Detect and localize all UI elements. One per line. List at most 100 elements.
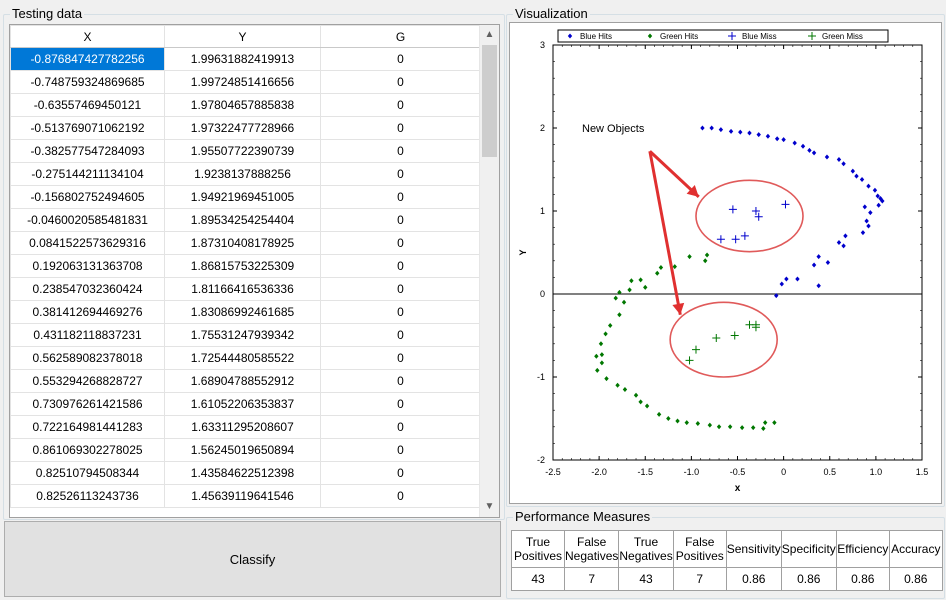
table-cell[interactable]: 0 — [320, 461, 481, 485]
table-cell[interactable]: 0 — [320, 139, 481, 163]
table-cell[interactable]: 1.89534254254404 — [164, 208, 321, 232]
performance-value: 43 — [618, 567, 674, 591]
table-cell[interactable]: -0.382577547284093 — [10, 139, 165, 163]
table-cell[interactable]: 0.730976261421586 — [10, 392, 165, 416]
table-row[interactable]: 0.0841522573629316 1.87310408178925 0 — [10, 231, 481, 255]
table-cell[interactable]: 1.99631882419913 — [164, 47, 321, 71]
blue-hits-point — [816, 283, 821, 289]
table-row[interactable]: -0.275144211134104 1.9238137888256 0 — [10, 162, 481, 186]
table-row[interactable]: -0.748759324869685 1.99724851416656 0 — [10, 70, 481, 94]
green-hits-point — [638, 277, 643, 283]
table-row[interactable]: 0.730976261421586 1.61052206353837 0 — [10, 392, 481, 416]
table-row[interactable]: 0.553294268828727 1.68904788552912 0 — [10, 369, 481, 393]
table-cell[interactable]: 0.431182118837231 — [10, 323, 165, 347]
table-cell[interactable]: 0.192063131363708 — [10, 254, 165, 278]
green-hits-point — [739, 425, 745, 431]
table-row[interactable]: 0.238547032360424 1.81166416536336 0 — [10, 277, 481, 301]
table-cell[interactable]: 1.68904788552912 — [164, 369, 321, 393]
table-row[interactable]: 0.381412694469276 1.83086992461685 0 — [10, 300, 481, 324]
table-cell[interactable]: 0 — [320, 346, 481, 370]
column-header-g[interactable]: G — [320, 25, 481, 48]
table-cell[interactable]: 1.45639119641546 — [164, 484, 321, 508]
table-cell[interactable]: 1.56245019650894 — [164, 438, 321, 462]
table-row[interactable]: -0.513769071062192 1.97322477728966 0 — [10, 116, 481, 140]
table-row[interactable]: -0.876847427782256 1.99631882419913 0 — [10, 47, 481, 71]
table-cell[interactable]: 1.86815753225309 — [164, 254, 321, 278]
table-row[interactable]: -0.0460020585481831 1.89534254254404 0 — [10, 208, 481, 232]
table-cell[interactable]: 1.87310408178925 — [164, 231, 321, 255]
table-cell[interactable]: 0 — [320, 70, 481, 94]
table-cell[interactable]: 1.72544480585522 — [164, 346, 321, 370]
table-cell[interactable]: 0 — [320, 369, 481, 393]
table-cell[interactable]: 0.861069302278025 — [10, 438, 165, 462]
table-cell[interactable]: 1.97322477728966 — [164, 116, 321, 140]
table-cell[interactable]: -0.63557469450121 — [10, 93, 165, 117]
table-cell[interactable]: 1.75531247939342 — [164, 323, 321, 347]
scroll-down-icon[interactable]: ▼ — [484, 501, 495, 512]
green-hits-point — [675, 418, 680, 424]
table-cell[interactable]: 0.0841522573629316 — [10, 231, 165, 255]
table-cell[interactable]: 1.81166416536336 — [164, 277, 321, 301]
table-cell[interactable]: 0.381412694469276 — [10, 300, 165, 324]
table-cell[interactable]: 0.722164981441283 — [10, 415, 165, 439]
table-cell[interactable]: 1.94921969451005 — [164, 185, 321, 209]
table-cell[interactable]: 0 — [320, 484, 481, 508]
table-row[interactable]: 0.431182118837231 1.75531247939342 0 — [10, 323, 481, 347]
table-cell[interactable]: 1.63311295208607 — [164, 415, 321, 439]
table-row[interactable]: 0.562589082378018 1.72544480585522 0 — [10, 346, 481, 370]
scrollbar-thumb[interactable] — [482, 45, 497, 157]
table-cell[interactable]: 1.97804657885838 — [164, 93, 321, 117]
column-header-x[interactable]: X — [10, 25, 165, 48]
blue-miss-point — [731, 235, 740, 244]
blue-hits-point — [779, 281, 784, 287]
table-row[interactable]: -0.156802752494605 1.94921969451005 0 — [10, 185, 481, 209]
table-row[interactable]: -0.382577547284093 1.95507722390739 0 — [10, 139, 481, 163]
table-cell[interactable]: 0 — [320, 93, 481, 117]
table-cell[interactable]: 1.99724851416656 — [164, 70, 321, 94]
table-cell[interactable]: 0 — [320, 438, 481, 462]
table-row[interactable]: 0.82510794508344 1.43584622512398 0 — [10, 461, 481, 485]
table-cell[interactable]: 0 — [320, 162, 481, 186]
column-header-y[interactable]: Y — [164, 25, 321, 48]
table-cell[interactable]: -0.513769071062192 — [10, 116, 165, 140]
table-row[interactable]: 0.82526113243736 1.45639119641546 0 — [10, 484, 481, 508]
table-cell[interactable]: 0.82526113243736 — [10, 484, 165, 508]
table-cell[interactable]: 1.43584622512398 — [164, 461, 321, 485]
table-cell[interactable]: 0.553294268828727 — [10, 369, 165, 393]
table-cell[interactable]: 0.82510794508344 — [10, 461, 165, 485]
table-cell[interactable]: 0 — [320, 231, 481, 255]
table-cell[interactable]: 0 — [320, 277, 481, 301]
classify-button[interactable]: Classify — [4, 521, 501, 597]
table-cell[interactable]: 0 — [320, 208, 481, 232]
table-cell[interactable]: 1.61052206353837 — [164, 392, 321, 416]
table-cell[interactable]: -0.748759324869685 — [10, 70, 165, 94]
table-cell[interactable]: 0 — [320, 300, 481, 324]
green-hits-point — [704, 252, 710, 258]
table-cell[interactable]: 1.9238137888256 — [164, 162, 321, 186]
table-cell[interactable]: -0.876847427782256 — [10, 47, 165, 71]
table-cell[interactable]: 0 — [320, 116, 481, 140]
table-row[interactable]: 0.722164981441283 1.63311295208607 0 — [10, 415, 481, 439]
green-hits-point — [644, 403, 650, 409]
table-cell[interactable]: 0 — [320, 415, 481, 439]
table-row[interactable]: 0.192063131363708 1.86815753225309 0 — [10, 254, 481, 278]
vertical-scrollbar[interactable]: ▲ ▼ — [479, 25, 499, 517]
table-cell[interactable]: -0.275144211134104 — [10, 162, 165, 186]
blue-hits-point — [862, 204, 868, 210]
table-cell[interactable]: 0 — [320, 323, 481, 347]
table-cell[interactable]: 1.83086992461685 — [164, 300, 321, 324]
table-cell[interactable]: -0.156802752494605 — [10, 185, 165, 209]
table-cell[interactable]: 0.562589082378018 — [10, 346, 165, 370]
table-cell[interactable]: 0 — [320, 47, 481, 71]
table-cell[interactable]: 0.238547032360424 — [10, 277, 165, 301]
table-cell[interactable]: -0.0460020585481831 — [10, 208, 165, 232]
table-row[interactable]: 0.861069302278025 1.56245019650894 0 — [10, 438, 481, 462]
scroll-up-icon[interactable]: ▲ — [484, 29, 495, 40]
table-cell[interactable]: 1.95507722390739 — [164, 139, 321, 163]
table-row[interactable]: -0.63557469450121 1.97804657885838 0 — [10, 93, 481, 117]
table-cell[interactable]: 0 — [320, 254, 481, 278]
table-cell[interactable]: 0 — [320, 392, 481, 416]
blue-hits-point — [774, 136, 780, 142]
table-cell[interactable]: 0 — [320, 185, 481, 209]
